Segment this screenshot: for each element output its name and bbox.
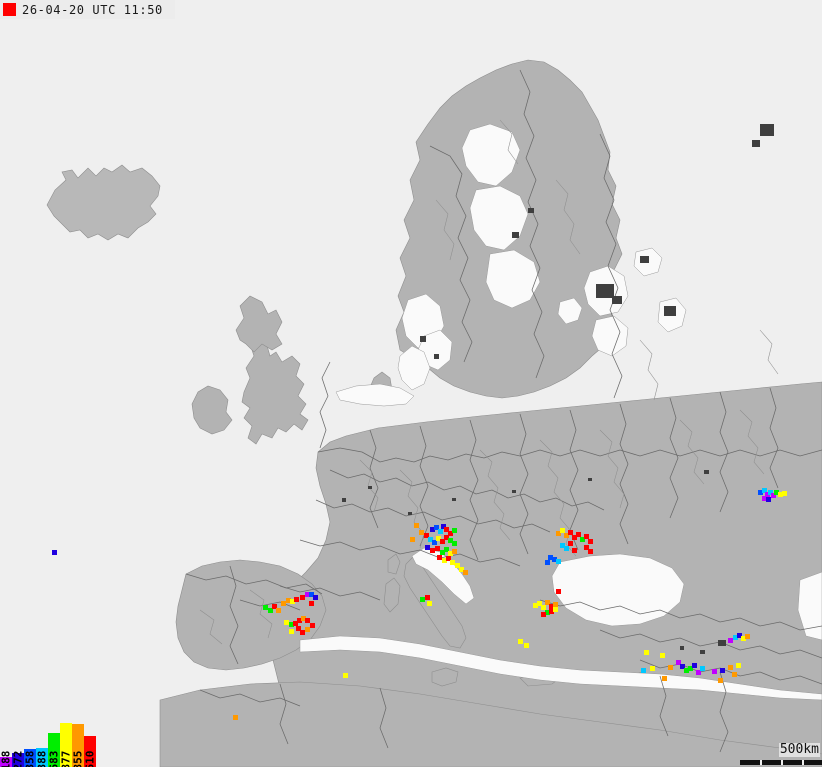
legend-bar: 188 (0, 751, 13, 767)
legend-bar-label: 188 (0, 750, 13, 767)
legend-bar-fill (84, 736, 96, 767)
scale-bar-graphic (740, 759, 822, 765)
legend-bar-label: 388 (35, 750, 49, 767)
border-group (185, 69, 822, 753)
urban-area-group (342, 124, 774, 654)
legend-bar-label: 358 (23, 750, 37, 767)
legend-bar: 358 (23, 749, 37, 767)
timestamp-label: 26-04-20 UTC 11:50 (22, 2, 163, 17)
scale-label: 500km (778, 742, 820, 757)
legend-marker-icon (3, 3, 16, 16)
legend-bar: 610 (83, 736, 97, 767)
legend-bar-fill (60, 723, 72, 767)
legend-bar: 855 (71, 724, 85, 767)
legend-bar: 388 (35, 748, 49, 767)
legend-bar-fill (24, 749, 36, 767)
legend-bar-label: 877 (59, 750, 73, 767)
legend-bar: 272 (11, 750, 25, 767)
legend-bar-fill (48, 733, 60, 767)
legend-bar: 877 (59, 723, 73, 767)
legend-bar-fill (72, 724, 84, 767)
legend-bar-label: 855 (71, 750, 85, 767)
legend-bar: 683 (47, 733, 61, 767)
legend-bar-fill (0, 757, 12, 767)
legend-bar-fill (12, 753, 24, 767)
legend-bar-label: 610 (83, 750, 97, 767)
legend-bar-fill (36, 748, 48, 767)
map-scale-bar: 500km (740, 743, 822, 767)
legend-bar-label: 272 (11, 750, 25, 767)
strike-age-legend: 188 272 358 388 683 877 855 610 (0, 707, 97, 767)
timestamp-header: 26-04-20 UTC 11:50 (0, 0, 175, 19)
legend-bar-label: 683 (47, 750, 61, 767)
